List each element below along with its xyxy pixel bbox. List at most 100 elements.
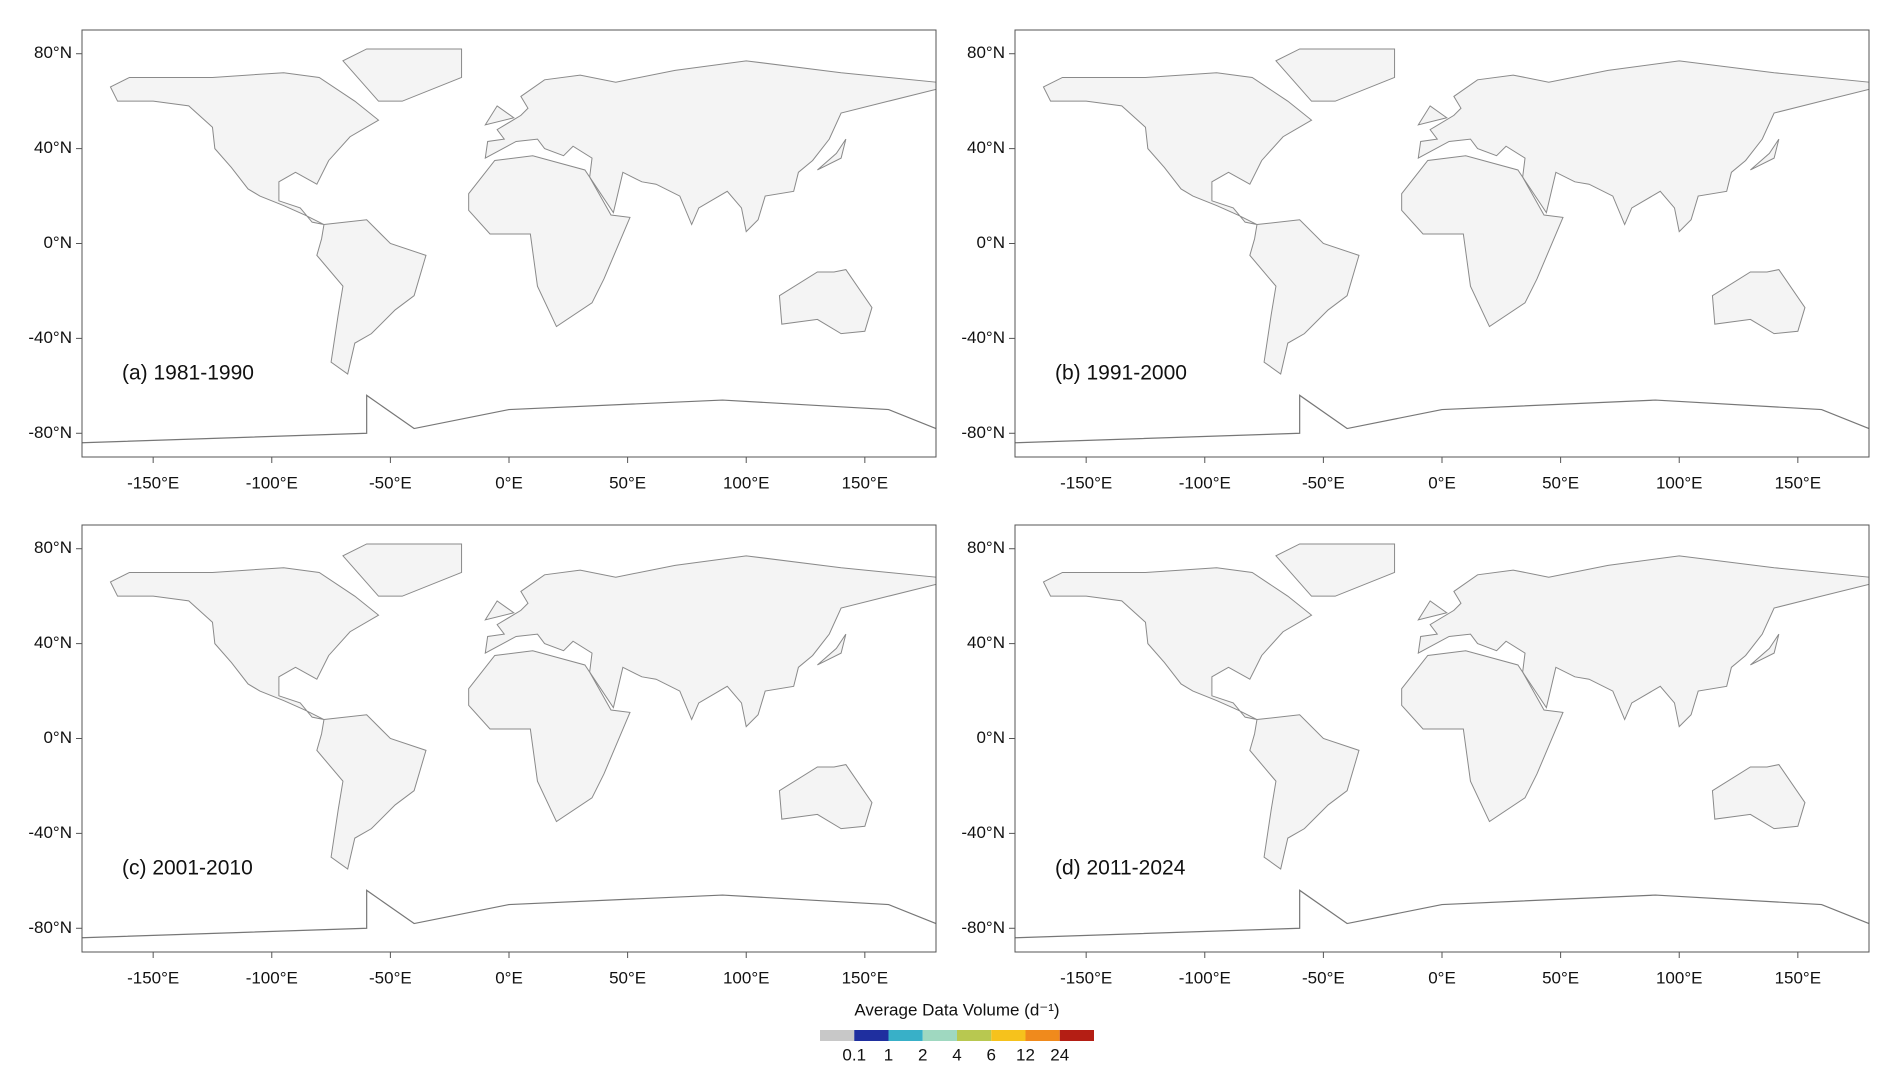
x-tick-label: -100°E [246, 968, 298, 987]
colorbar-tick-label: 12 [1016, 1045, 1035, 1064]
colorbar-swatch [820, 1030, 855, 1041]
colorbar-swatch [854, 1030, 889, 1041]
landmass [1417, 60, 1870, 233]
x-tick-label: -150°E [127, 473, 179, 492]
x-tick-label: 150°E [1775, 968, 1822, 987]
antarctic-coast [81, 889, 937, 939]
y-tick-label: 0°N [43, 233, 72, 252]
antarctic-coast [1014, 394, 1870, 444]
x-tick-label: 150°E [842, 473, 889, 492]
landmass [484, 60, 937, 233]
x-tick-label: 0°E [495, 473, 523, 492]
y-tick-label: -40°N [961, 823, 1005, 842]
colorbar-swatch [888, 1030, 923, 1041]
panel-label: (d) 2011-2024 [1055, 857, 1186, 880]
y-tick-label: 80°N [967, 43, 1005, 62]
y-tick-label: 40°N [967, 138, 1005, 157]
y-tick-label: -40°N [28, 328, 72, 347]
y-tick-label: 80°N [34, 43, 72, 62]
y-tick-label: -80°N [961, 423, 1005, 442]
panel-label: (a) 1981-1990 [122, 362, 254, 385]
y-tick-label: -80°N [28, 423, 72, 442]
y-tick-label: 0°N [43, 728, 72, 747]
x-tick-label: -100°E [246, 473, 298, 492]
landmass [778, 764, 873, 830]
landmass [1401, 650, 1564, 823]
landmass [817, 138, 847, 171]
panel-label: (b) 1991-2000 [1055, 362, 1187, 385]
colorbar-swatch [1025, 1030, 1060, 1041]
y-tick-label: 80°N [967, 538, 1005, 557]
x-tick-label: 0°E [495, 968, 523, 987]
colorbar-tick-label: 6 [987, 1045, 996, 1064]
landmass [484, 600, 515, 621]
x-tick-label: -100°E [1179, 473, 1231, 492]
x-tick-label: 100°E [1656, 968, 1703, 987]
x-tick-label: 50°E [1542, 968, 1579, 987]
landmass [1711, 764, 1806, 830]
x-tick-label: -100°E [1179, 968, 1231, 987]
landmass [1275, 48, 1396, 102]
landmass [342, 48, 463, 102]
landmass [468, 155, 631, 328]
map-panel: -150°E -100°E -50°E 0°E 50°E 100°E 150°E 80°N 40… [961, 29, 1870, 492]
y-tick-label: 0°N [976, 233, 1005, 252]
x-tick-label: -50°E [369, 968, 412, 987]
x-tick-label: 50°E [609, 968, 646, 987]
map-panel: -150°E -100°E -50°E 0°E 50°E 100°E 150°E 80°N 40… [28, 524, 937, 987]
landmass [342, 543, 463, 597]
landmass [1275, 543, 1396, 597]
x-tick-label: -150°E [127, 968, 179, 987]
panel-label: (c) 2001-2010 [122, 857, 253, 880]
landmass [1417, 105, 1448, 126]
landmass [468, 650, 631, 823]
map-panel: -150°E -100°E -50°E 0°E 50°E 100°E 150°E 80°N 40… [961, 524, 1870, 987]
colorbar-tick-label: 1 [884, 1045, 893, 1064]
landmass [1417, 555, 1870, 728]
y-tick-label: -40°N [961, 328, 1005, 347]
y-tick-label: -80°N [961, 918, 1005, 937]
x-tick-label: -50°E [1302, 968, 1345, 987]
x-tick-label: 100°E [1656, 473, 1703, 492]
x-tick-label: -50°E [1302, 473, 1345, 492]
x-tick-label: 100°E [723, 473, 770, 492]
colorbar-swatch [1059, 1030, 1094, 1041]
landmass [1042, 72, 1313, 226]
landmass [1417, 600, 1448, 621]
x-tick-label: 100°E [723, 968, 770, 987]
landmass [778, 269, 873, 335]
colorbar-swatch [957, 1030, 992, 1041]
y-tick-label: 0°N [976, 728, 1005, 747]
x-tick-label: 0°E [1428, 473, 1456, 492]
colorbar-swatch [922, 1030, 957, 1041]
landmass [109, 567, 380, 721]
y-tick-label: 40°N [34, 633, 72, 652]
landmass [1042, 567, 1313, 721]
y-tick-label: 40°N [967, 633, 1005, 652]
landmass [1249, 219, 1360, 375]
x-tick-label: -150°E [1060, 473, 1112, 492]
landmass [316, 714, 427, 870]
colorbar-swatch [991, 1030, 1026, 1041]
colorbar-tick-label: 0.1 [842, 1045, 866, 1064]
landmass [484, 105, 515, 126]
colorbar-tick-label: 24 [1050, 1045, 1069, 1064]
landmass [1711, 269, 1806, 335]
x-tick-label: -150°E [1060, 968, 1112, 987]
y-tick-label: 80°N [34, 538, 72, 557]
landmass [1750, 138, 1780, 171]
landmass [484, 555, 937, 728]
landmass [1249, 714, 1360, 870]
landmass [1401, 155, 1564, 328]
y-tick-label: -40°N [28, 823, 72, 842]
x-tick-label: 50°E [609, 473, 646, 492]
x-tick-label: 0°E [1428, 968, 1456, 987]
landmass [109, 72, 380, 226]
colorbar-tick-label: 4 [952, 1045, 961, 1064]
landmass [1750, 633, 1780, 666]
map-panel: -150°E -100°E -50°E 0°E 50°E 100°E 150°E 80°N 40… [28, 29, 937, 492]
colorbar-title: Average Data Volume (d⁻¹) [854, 1000, 1059, 1019]
x-tick-label: 50°E [1542, 473, 1579, 492]
colorbar-tick-label: 2 [918, 1045, 927, 1064]
